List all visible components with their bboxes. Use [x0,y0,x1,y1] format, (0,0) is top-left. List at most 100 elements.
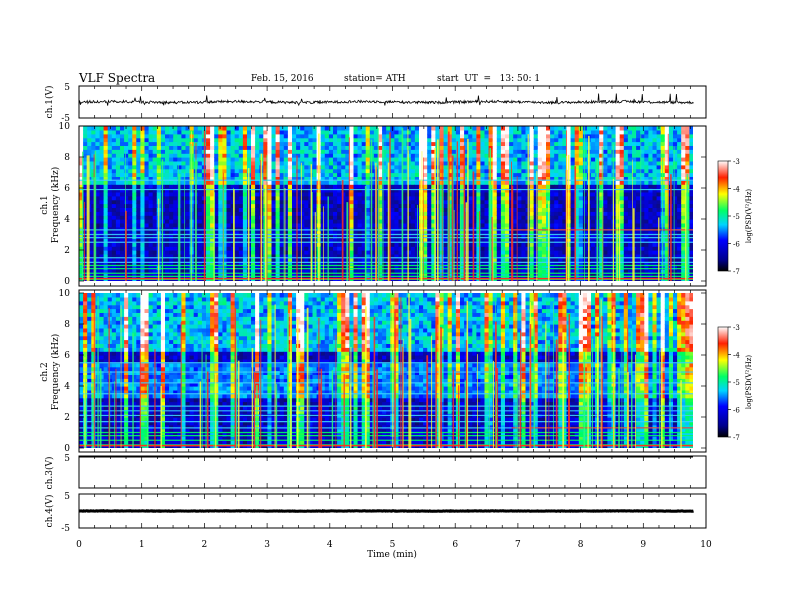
spectrogram-cell [378,141,383,146]
spectrogram-cell [558,129,563,135]
spectrogram-cell [271,203,277,208]
spectrogram-cell [361,242,367,247]
spectrogram-cell [447,261,453,267]
spectrogram-cell [541,126,547,131]
spectrogram-cell [271,253,277,259]
spectrogram-cell [476,191,482,197]
spectrogram-cell [386,126,391,131]
spectrogram-cell [107,203,113,208]
spectrogram-cell [578,199,584,205]
spectrogram-cell [451,164,457,170]
spectrogram-cell [337,238,342,243]
spectrogram-cell [562,226,568,232]
spectrogram-cell [439,149,445,154]
spectrogram-cell [537,176,543,181]
spectrogram-cell [95,191,101,197]
spectrogram-cell [111,246,117,251]
spectrogram-cell [242,238,248,243]
spectrogram-cell [218,149,223,154]
spectrogram-cell [308,160,314,166]
spectrogram-cell [394,230,400,236]
spectrogram-cell [390,238,395,243]
spectrogram-cell [517,133,522,139]
spectrogram-cell [99,184,105,189]
spectrogram-cell [103,242,109,247]
spectrogram-cell [120,265,125,270]
spectrogram-cell [83,141,88,146]
spectrogram-cell [357,133,363,139]
spectrogram-cell [386,141,391,146]
spectrogram-cell [476,265,482,270]
spectrogram-cell [455,157,461,162]
spectrogram-cell [533,199,539,205]
spectrogram-cell [115,215,121,220]
spectrogram-cell [255,203,260,208]
spectrogram-cell [439,129,445,135]
spectrogram-cell [402,129,408,135]
spectrogram-cell [537,219,543,224]
spectrogram-cell [148,238,154,243]
spectrogram-cell [287,129,293,135]
spectrogram-cell [79,137,84,143]
spectrogram-cell [349,222,355,228]
spectrogram-cell [562,269,568,274]
spectrogram-cell [554,164,559,170]
spectrogram-cell [390,180,395,185]
spectrogram-cell [414,172,420,177]
spectrogram-cell [574,129,580,135]
spectrogram-cell [509,126,514,131]
spectrogram-cell [513,164,518,170]
spectrogram-cell [431,211,436,216]
spectrogram-cell [500,250,506,255]
spectrogram-cell [214,207,219,212]
spectrogram-cell [206,149,211,154]
spectrogram-cell [570,141,576,146]
spectrogram-cell [230,242,236,247]
spectrogram-cell [242,215,248,220]
spectrogram-cell [431,219,436,224]
spectrogram-cell [279,261,285,267]
spectrogram-cell [230,133,236,139]
spectrogram-cell [181,180,187,185]
spectrogram-cell [83,149,88,154]
spectrogram-cell [386,145,391,150]
spectrogram-cell [533,126,539,131]
spectrogram-cell [480,215,486,220]
spectrogram-cell [480,195,486,201]
spectrogram-cell [115,176,121,181]
spectrogram-cell [558,172,563,177]
spectrogram-cell [390,164,395,170]
spectrogram-cell [550,180,555,185]
spectrogram-cell [570,226,576,232]
spectrogram-cell [509,133,514,139]
spectrogram-cell [287,257,293,263]
spectrogram-cell [427,242,432,247]
spectrogram-cell [136,257,141,263]
spectrogram-cell [533,172,539,177]
spectrogram-cell [304,215,309,220]
spectrogram-cell [480,261,486,267]
spectrogram-cell [349,219,355,224]
spectrogram-cell [492,129,498,135]
spectrogram-cell [476,207,482,212]
spectrogram-cell [275,191,281,197]
spectrogram-cell [91,137,96,143]
spectrogram-cell [165,188,170,193]
spectrogram-cell [570,253,576,259]
spectrogram-cell [333,176,338,181]
spectrogram-cell [148,199,154,205]
spectrogram-cell [394,257,400,263]
spectrogram-cell [132,195,137,201]
spectrogram-cell [378,261,383,267]
start-ut-label: start UT = 13: 50: 1 [437,74,541,84]
spectrogram-cell [390,261,395,267]
spectrogram-cell [267,273,273,278]
spectrogram-cell [357,253,363,259]
spectrogram-cell [402,211,408,216]
spectrogram-cell [292,126,297,131]
spectrogram-cell [83,226,88,232]
spectrogram-cell [132,137,137,143]
spectrogram-cell [283,246,289,251]
spectrogram-cell [541,265,547,270]
spectrogram-cell [99,215,105,220]
